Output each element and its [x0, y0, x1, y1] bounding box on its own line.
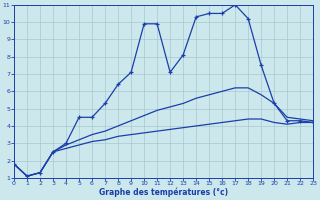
X-axis label: Graphe des températures (°c): Graphe des températures (°c) — [99, 188, 228, 197]
